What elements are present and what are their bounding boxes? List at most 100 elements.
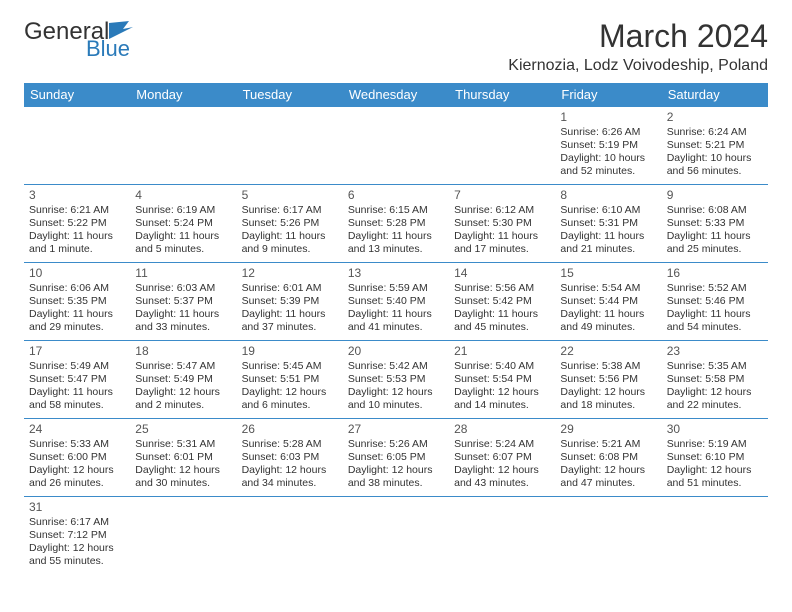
day-detail: and 56 minutes. [667,165,763,178]
day-detail: Sunset: 5:28 PM [348,217,444,230]
calendar-empty [130,107,236,185]
day-detail: and 18 minutes. [560,399,656,412]
day-detail: Daylight: 11 hours [29,308,125,321]
day-detail: Sunset: 5:26 PM [242,217,338,230]
day-detail: and 43 minutes. [454,477,550,490]
day-detail: and 17 minutes. [454,243,550,256]
day-detail: Sunset: 5:33 PM [667,217,763,230]
day-number: 25 [135,422,231,437]
calendar-day: 21Sunrise: 5:40 AMSunset: 5:54 PMDayligh… [449,341,555,419]
day-detail: and 52 minutes. [560,165,656,178]
day-detail: Sunrise: 6:10 AM [560,204,656,217]
day-number: 2 [667,110,763,125]
day-detail: and 2 minutes. [135,399,231,412]
day-detail: Sunset: 6:08 PM [560,451,656,464]
calendar-week: 1Sunrise: 6:26 AMSunset: 5:19 PMDaylight… [24,107,768,185]
day-header: Friday [555,83,661,107]
day-number: 23 [667,344,763,359]
calendar-day: 5Sunrise: 6:17 AMSunset: 5:26 PMDaylight… [237,185,343,263]
day-detail: Daylight: 11 hours [454,308,550,321]
day-detail: Sunset: 5:54 PM [454,373,550,386]
calendar-week: 17Sunrise: 5:49 AMSunset: 5:47 PMDayligh… [24,341,768,419]
day-number: 17 [29,344,125,359]
day-detail: and 5 minutes. [135,243,231,256]
calendar-week: 24Sunrise: 5:33 AMSunset: 6:00 PMDayligh… [24,419,768,497]
calendar-day: 30Sunrise: 5:19 AMSunset: 6:10 PMDayligh… [662,419,768,497]
calendar-empty [130,497,236,573]
day-header: Tuesday [237,83,343,107]
calendar-day: 18Sunrise: 5:47 AMSunset: 5:49 PMDayligh… [130,341,236,419]
day-number: 9 [667,188,763,203]
day-detail: Daylight: 12 hours [667,464,763,477]
day-number: 13 [348,266,444,281]
day-detail: and 21 minutes. [560,243,656,256]
calendar-empty [237,497,343,573]
day-detail: and 54 minutes. [667,321,763,334]
day-detail: Sunrise: 6:03 AM [135,282,231,295]
day-detail: Daylight: 11 hours [560,308,656,321]
day-number: 11 [135,266,231,281]
day-detail: Sunset: 6:10 PM [667,451,763,464]
logo-text-2: Blue [86,36,135,62]
day-detail: Daylight: 11 hours [29,230,125,243]
day-detail: and 33 minutes. [135,321,231,334]
day-detail: Sunset: 5:47 PM [29,373,125,386]
day-detail: Daylight: 12 hours [135,464,231,477]
day-number: 31 [29,500,125,515]
day-detail: Sunrise: 6:08 AM [667,204,763,217]
day-detail: Sunset: 5:42 PM [454,295,550,308]
day-number: 21 [454,344,550,359]
day-detail: Sunrise: 6:19 AM [135,204,231,217]
day-detail: Daylight: 12 hours [560,464,656,477]
day-detail: and 22 minutes. [667,399,763,412]
day-detail: Sunrise: 5:31 AM [135,438,231,451]
day-detail: and 51 minutes. [667,477,763,490]
calendar-day: 27Sunrise: 5:26 AMSunset: 6:05 PMDayligh… [343,419,449,497]
day-number: 14 [454,266,550,281]
day-detail: Sunrise: 5:52 AM [667,282,763,295]
day-detail: Sunrise: 6:01 AM [242,282,338,295]
calendar-empty [237,107,343,185]
day-detail: Sunrise: 5:40 AM [454,360,550,373]
day-header: Saturday [662,83,768,107]
calendar-day: 14Sunrise: 5:56 AMSunset: 5:42 PMDayligh… [449,263,555,341]
logo: General Blue [24,18,135,62]
day-detail: Daylight: 12 hours [348,464,444,477]
day-detail: and 1 minute. [29,243,125,256]
day-detail: Sunset: 5:40 PM [348,295,444,308]
calendar-day: 24Sunrise: 5:33 AMSunset: 6:00 PMDayligh… [24,419,130,497]
day-detail: Sunset: 6:01 PM [135,451,231,464]
day-detail: and 45 minutes. [454,321,550,334]
day-detail: Sunrise: 5:24 AM [454,438,550,451]
location: Kiernozia, Lodz Voivodeship, Poland [508,57,768,75]
calendar-day: 12Sunrise: 6:01 AMSunset: 5:39 PMDayligh… [237,263,343,341]
day-number: 24 [29,422,125,437]
day-detail: Sunrise: 6:15 AM [348,204,444,217]
day-detail: Daylight: 12 hours [29,464,125,477]
calendar-day: 16Sunrise: 5:52 AMSunset: 5:46 PMDayligh… [662,263,768,341]
day-detail: Sunset: 5:21 PM [667,139,763,152]
day-detail: Sunrise: 5:28 AM [242,438,338,451]
calendar-day: 15Sunrise: 5:54 AMSunset: 5:44 PMDayligh… [555,263,661,341]
day-header: Sunday [24,83,130,107]
day-detail: Daylight: 11 hours [242,230,338,243]
day-detail: Daylight: 11 hours [29,386,125,399]
day-detail: Sunrise: 5:38 AM [560,360,656,373]
day-detail: Sunset: 6:00 PM [29,451,125,464]
title-block: March 2024 Kiernozia, Lodz Voivodeship, … [508,18,768,75]
day-detail: and 13 minutes. [348,243,444,256]
day-detail: Daylight: 12 hours [348,386,444,399]
header: General Blue March 2024 Kiernozia, Lodz … [24,18,768,75]
day-detail: Sunrise: 6:17 AM [29,516,125,529]
day-detail: Sunrise: 5:54 AM [560,282,656,295]
calendar-day: 29Sunrise: 5:21 AMSunset: 6:08 PMDayligh… [555,419,661,497]
day-detail: Sunrise: 5:59 AM [348,282,444,295]
day-detail: Sunrise: 5:56 AM [454,282,550,295]
calendar-week: 31Sunrise: 6:17 AMSunset: 7:12 PMDayligh… [24,497,768,573]
day-number: 30 [667,422,763,437]
day-number: 1 [560,110,656,125]
day-number: 8 [560,188,656,203]
day-detail: Daylight: 12 hours [454,386,550,399]
calendar-week: 3Sunrise: 6:21 AMSunset: 5:22 PMDaylight… [24,185,768,263]
day-detail: Daylight: 12 hours [560,386,656,399]
